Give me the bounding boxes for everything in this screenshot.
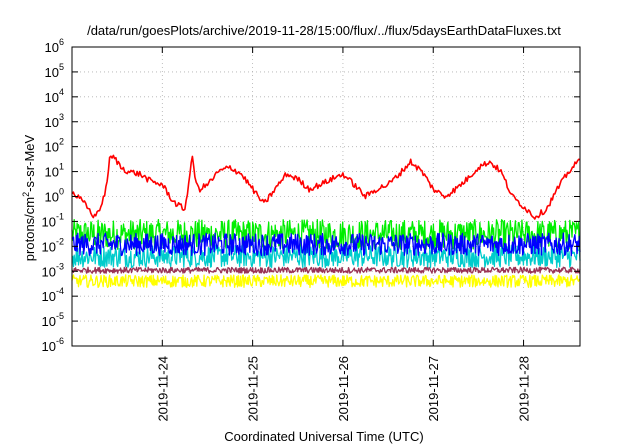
x-axis-label: Coordinated Universal Time (UTC) — [224, 429, 423, 444]
y-tick-label: 10-4 — [42, 286, 64, 304]
x-tick-labels: 2019-11-24 2019-11-25 2019-11-26 2019-11-27… — [155, 356, 531, 422]
y-tick-label: 105 — [45, 62, 64, 80]
y-tick-label: 103 — [45, 112, 64, 130]
y-axis-label: protons/cm2-s-sr-MeV — [21, 134, 37, 261]
y-tick-label: 10-2 — [42, 236, 64, 254]
series-line — [71, 274, 581, 289]
axes-group — [71, 46, 581, 347]
y-tick-label: 102 — [45, 137, 64, 155]
y-tick-label: 10-6 — [42, 336, 64, 354]
x-tick-label: 2019-11-27 — [426, 356, 441, 422]
series-line — [71, 266, 581, 274]
series-line — [71, 154, 581, 220]
y-tick-label: 10-5 — [42, 311, 64, 329]
series-line — [71, 218, 581, 250]
x-tick-label: 2019-11-25 — [246, 356, 261, 422]
y-tick-label: 10-3 — [42, 261, 64, 279]
y-tick-label: 104 — [45, 87, 64, 105]
y-tick-labels: 10-6 10-5 10-4 10-3 10-2 10-1 100 101 102 103 104 1… — [42, 37, 64, 354]
x-tick-label: 2019-11-26 — [336, 356, 351, 422]
y-tick-label: 10-1 — [42, 211, 64, 229]
series-line — [71, 232, 581, 257]
x-tick-label: 2019-11-24 — [155, 356, 170, 422]
y-tick-label: 100 — [45, 187, 64, 205]
chart-title: /data/run/goesPlots/archive/2019-11-28/1… — [87, 23, 561, 38]
y-tick-label: 101 — [45, 162, 64, 180]
series-group — [71, 154, 581, 289]
x-tick-label: 2019-11-28 — [517, 356, 532, 422]
y-tick-label: 106 — [45, 37, 64, 55]
